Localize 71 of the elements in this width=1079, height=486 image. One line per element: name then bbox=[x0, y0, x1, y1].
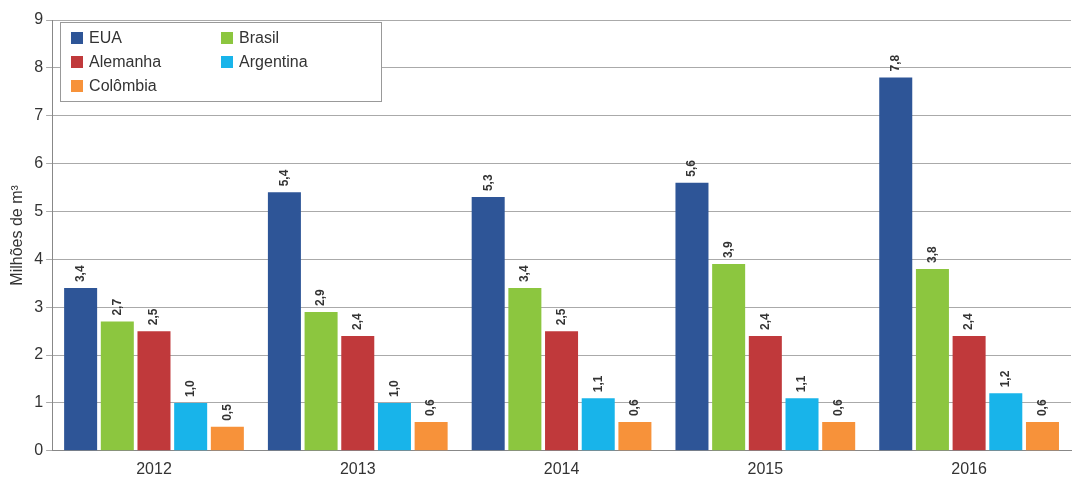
bar bbox=[304, 311, 338, 451]
bar bbox=[64, 288, 98, 451]
bar bbox=[989, 393, 1023, 451]
bar bbox=[748, 335, 782, 451]
bar bbox=[508, 288, 542, 451]
data-label: 0,6 bbox=[423, 399, 438, 417]
y-tick-label: 2 bbox=[34, 345, 44, 363]
bar bbox=[414, 422, 448, 451]
data-label: 0,6 bbox=[831, 399, 845, 417]
data-label: 5,4 bbox=[276, 169, 291, 187]
bar bbox=[822, 422, 856, 451]
data-label: 1,1 bbox=[590, 375, 605, 393]
data-label: 2,4 bbox=[350, 312, 365, 330]
bar bbox=[545, 331, 579, 451]
data-label: 0,6 bbox=[1034, 399, 1049, 417]
y-tick-label: 1 bbox=[34, 393, 44, 411]
data-label: 1,0 bbox=[182, 379, 197, 397]
bar bbox=[267, 192, 301, 451]
data-label: 0,5 bbox=[219, 403, 234, 421]
y-tick-label: 3 bbox=[34, 297, 44, 315]
data-label: 5,6 bbox=[684, 159, 699, 177]
x-tick-label: 2013 bbox=[339, 459, 376, 477]
bar bbox=[210, 426, 244, 451]
data-label: 3,4 bbox=[517, 265, 532, 283]
data-label: 1,1 bbox=[794, 375, 809, 393]
data-label: 2,4 bbox=[961, 312, 976, 330]
bar bbox=[581, 398, 615, 451]
data-label: 0,6 bbox=[627, 399, 642, 417]
data-label: 2,5 bbox=[146, 308, 161, 326]
legend-label: Brasil bbox=[239, 29, 280, 47]
bar bbox=[675, 182, 709, 451]
data-label: 3,9 bbox=[720, 241, 735, 259]
data-label: 2,5 bbox=[553, 308, 568, 326]
y-tick-label: 9 bbox=[34, 10, 44, 28]
x-tick-label: 2012 bbox=[136, 459, 172, 477]
data-label: 2,9 bbox=[313, 288, 328, 306]
legend-label: Colômbia bbox=[89, 77, 157, 95]
y-tick-label: 4 bbox=[34, 249, 44, 267]
x-tick-label: 2016 bbox=[951, 459, 988, 477]
x-tick-label: 2015 bbox=[747, 459, 784, 477]
data-label: 1,0 bbox=[386, 379, 401, 397]
data-label: 2,4 bbox=[757, 312, 772, 330]
bar bbox=[377, 402, 411, 451]
bar bbox=[100, 321, 134, 451]
y-tick-label: 5 bbox=[34, 201, 44, 219]
data-label: 3,4 bbox=[72, 265, 87, 283]
bar bbox=[915, 268, 949, 451]
y-tick-label: 0 bbox=[34, 441, 44, 459]
bar bbox=[137, 331, 171, 451]
bar bbox=[618, 422, 652, 451]
y-tick-label: 8 bbox=[34, 58, 44, 76]
bar bbox=[785, 398, 819, 451]
bar bbox=[1025, 422, 1059, 451]
data-label: 1,2 bbox=[998, 370, 1013, 388]
bar bbox=[471, 197, 505, 451]
bar bbox=[174, 402, 208, 451]
legend-label: EUA bbox=[89, 29, 122, 47]
x-tick-label: 2014 bbox=[543, 459, 580, 477]
data-label: 3,8 bbox=[924, 245, 939, 263]
y-tick-label: 6 bbox=[34, 154, 44, 172]
legend-label: Argentina bbox=[239, 53, 308, 71]
bar bbox=[952, 335, 986, 451]
y-tick-label: 7 bbox=[34, 106, 44, 124]
data-label: 2,7 bbox=[109, 298, 124, 316]
bar bbox=[712, 264, 746, 451]
legend-label: Alemanha bbox=[89, 53, 162, 71]
y-axis-title: Milhões de m³ bbox=[8, 184, 26, 286]
bar bbox=[879, 77, 913, 451]
data-label: 5,3 bbox=[480, 174, 495, 192]
bar bbox=[341, 335, 375, 451]
data-label: 7,8 bbox=[888, 54, 903, 72]
